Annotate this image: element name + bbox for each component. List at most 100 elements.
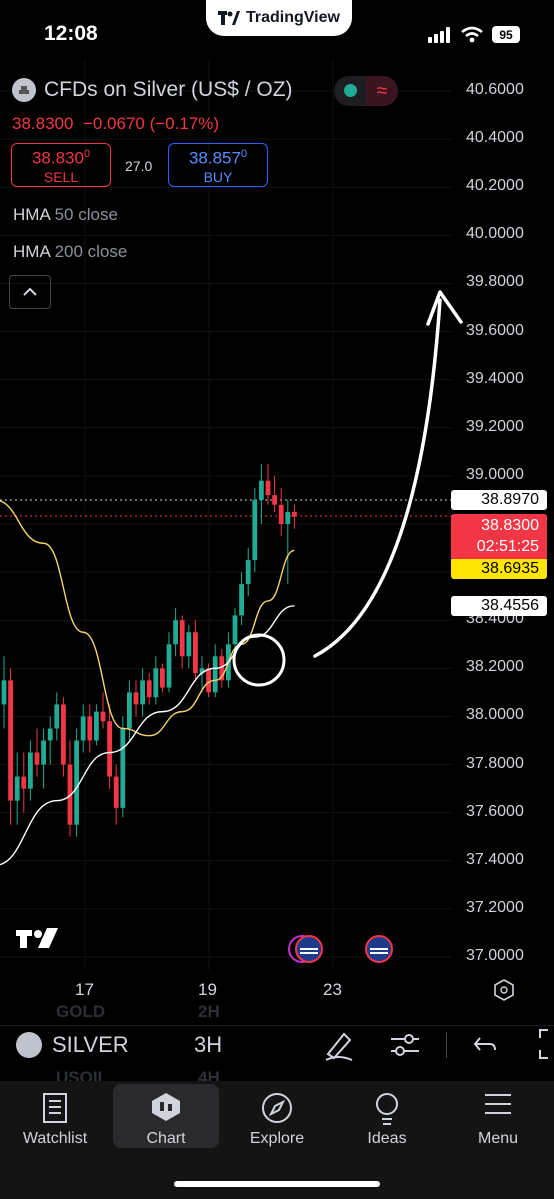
drawing-tools-icon[interactable] [322,1028,356,1062]
candle-body [206,668,211,693]
candle-body [14,776,20,801]
candle-body [179,620,185,657]
candle-body [127,692,132,729]
candle-body [166,644,172,688]
candle-body [265,480,271,496]
fullscreen-icon[interactable] [536,1028,554,1060]
candle-body [272,495,277,505]
candle-body [74,740,79,825]
delayed-data-icon: ≈ [366,76,398,106]
collapse-legend-button[interactable] [9,275,51,309]
price-axis-label: 37.2000 [466,898,524,916]
nav-menu[interactable]: Menu [445,1084,551,1148]
candle-body [21,776,27,789]
candle-body [259,480,264,500]
candle-body [80,716,86,741]
nav-ideas[interactable]: Ideas [334,1084,440,1148]
compass-icon [262,1093,292,1123]
candle-body [173,620,178,645]
candle-body [94,711,99,741]
chart-grid [0,60,452,970]
price-axis-label: 37.6000 [466,802,524,820]
candle-body [100,711,106,722]
annotation-arrowhead [426,290,463,326]
symbol-selector-label: SILVER [52,1032,129,1057]
candle-body [219,656,225,681]
candle-body [47,728,53,741]
buy-label: BUY [203,168,233,185]
buy-price: 38.857 [188,148,241,168]
price-axis-label: 40.6000 [466,81,524,98]
candle-body [61,704,66,765]
price-axis-label: 40.0000 [466,225,524,243]
high-price-tag: 38.8970 [451,490,547,510]
candle-body [87,716,93,741]
hma-50-line [0,500,295,737]
chart-settings-icon[interactable] [494,979,514,1001]
toolbar-separator [446,1032,447,1058]
sell-button[interactable]: 38.8300 SELL [11,143,111,187]
price-axis-label: 40.4000 [466,129,524,147]
wifi-icon [461,26,483,43]
candle-body [133,692,139,705]
indicator-settings-icon[interactable] [389,1030,421,1060]
indicator-name: HMA [13,205,50,224]
indicator-name: HMA [13,242,50,261]
candle-body [28,752,33,789]
candle-body [140,680,145,705]
watchlist-icon [43,1093,67,1123]
cellular-signal-icon [428,27,450,43]
lightbulb-icon [376,1093,398,1125]
candle-body [212,656,218,693]
ghost-symbol-option: GOLD [56,1002,106,1021]
symbol-header[interactable]: CFDs on Silver (US$ / OZ) [12,78,293,102]
price-axis-label: 40.2000 [466,177,524,195]
spread-value: 27.0 [125,158,153,174]
candle-body [120,728,126,808]
market-status-chip[interactable]: ≈ [334,76,398,106]
hamburger-menu-icon [485,1094,511,1114]
chevron-up-icon [23,287,37,296]
indicator-params: 50 close [54,205,118,224]
candle-body [153,668,159,698]
market-open-dot-icon [344,84,357,97]
nav-explore-label: Explore [249,1130,305,1147]
tradingview-watermark-icon [16,928,58,948]
candle-series [1,463,297,837]
candle-body [232,615,238,645]
nav-watchlist-label: Watchlist [22,1130,88,1147]
indicator-hma-50[interactable]: HMA 50 close [13,205,118,225]
candle-body [199,668,205,674]
nav-chart[interactable]: Chart [113,1084,219,1148]
nav-ideas-label: Ideas [367,1130,407,1147]
candle-body [186,632,192,657]
interval-selector[interactable]: 3H [194,1032,223,1057]
tradingview-pill[interactable]: TradingView [206,0,352,36]
nav-watchlist[interactable]: Watchlist [2,1084,108,1148]
candle-body [245,560,251,585]
app-pill-label: TradingView [246,9,340,26]
price-axis-label: 39.6000 [466,321,524,339]
sell-price: 38.830 [31,148,84,168]
buy-button[interactable]: 38.8570 BUY [168,143,268,187]
hma-50-price-tag: 38.6935 [451,559,547,579]
price-axis-label: 38.2000 [466,658,524,676]
price-change: −0.0670 [82,114,145,133]
sell-label: SELL [43,168,79,185]
nav-menu-label: Menu [477,1130,519,1147]
indicator-hma-200[interactable]: HMA 200 close [13,242,127,262]
candle-body [54,704,60,729]
price-axis-label: 39.8000 [466,273,524,291]
price-chart[interactable] [0,60,554,1020]
undo-icon[interactable] [472,1032,498,1056]
us-event-flag-icon[interactable] [288,935,323,963]
us-event-flag-icon[interactable] [365,935,393,963]
chart-icon [152,1093,180,1121]
status-time: 12:08 [44,22,98,45]
last-price-tag-value: 38.8300 [481,517,539,534]
symbol-selector[interactable]: SILVER [16,1032,129,1058]
price-axis-label: 39.4000 [466,369,524,387]
buy-price-pip: 0 [240,148,248,160]
candle-body [285,511,291,524]
nav-explore[interactable]: Explore [224,1084,330,1148]
